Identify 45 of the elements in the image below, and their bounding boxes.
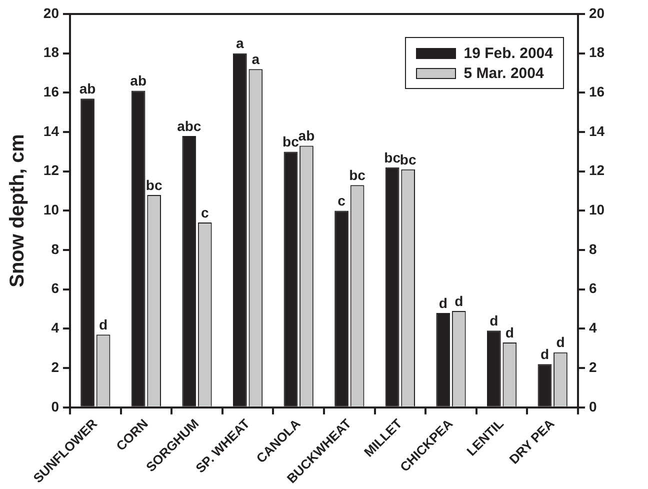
data-label: c [338, 192, 346, 209]
y2-tick-label: 14 [589, 122, 605, 139]
y-tick-label: 0 [51, 398, 60, 414]
data-label: c [200, 204, 209, 220]
y-tick-label: 16 [43, 84, 60, 100]
data-label: d [98, 316, 108, 332]
y2-tick-label: 6 [589, 280, 597, 296]
data-label: bc [349, 166, 366, 183]
data-label: bc [384, 149, 401, 166]
y2-tick-label: 2 [589, 358, 597, 375]
y-axis-title: Snow depth, cm [6, 134, 29, 288]
y2-tick-label: 12 [589, 162, 605, 178]
y-tick-label: 20 [43, 4, 60, 21]
data-label: bc [282, 134, 300, 150]
data-label: ab [298, 128, 315, 144]
data-label: ab [79, 80, 96, 96]
data-label: d [556, 334, 565, 350]
y2-tick-label: 0 [589, 398, 597, 414]
y-tick-label: 18 [43, 44, 60, 60]
y-tick-label: 10 [43, 202, 60, 218]
data-label: d [505, 324, 514, 340]
y2-tick-label: 20 [589, 4, 605, 21]
y-tick-label: 6 [51, 280, 60, 296]
y-tick-label: 12 [43, 162, 60, 178]
data-label: ab [130, 72, 146, 89]
y-tick-label: 4 [51, 320, 60, 336]
data-label: d [438, 294, 448, 311]
data-label: bc [146, 176, 162, 193]
data-label: a [252, 50, 260, 67]
data-label: d [540, 346, 550, 362]
y2-tick-label: 10 [589, 202, 605, 218]
y-tick-label: 14 [43, 122, 60, 139]
y2-tick-label: 18 [589, 44, 605, 60]
y-tick-label: 2 [51, 358, 60, 375]
y2-tick-label: 8 [589, 240, 597, 257]
data-label: d [490, 312, 498, 329]
y2-tick-label: 4 [589, 320, 597, 336]
data-label: bc [400, 151, 416, 168]
data-label: a [236, 35, 244, 52]
y2-tick-label: 16 [589, 84, 605, 100]
data-label: abc [177, 118, 202, 134]
legend-label: 5 Mar. 2004 [464, 64, 544, 82]
y-tick-label: 8 [51, 240, 60, 257]
legend-label: 19 Feb. 2004 [464, 44, 553, 62]
data-label: d [454, 292, 464, 309]
